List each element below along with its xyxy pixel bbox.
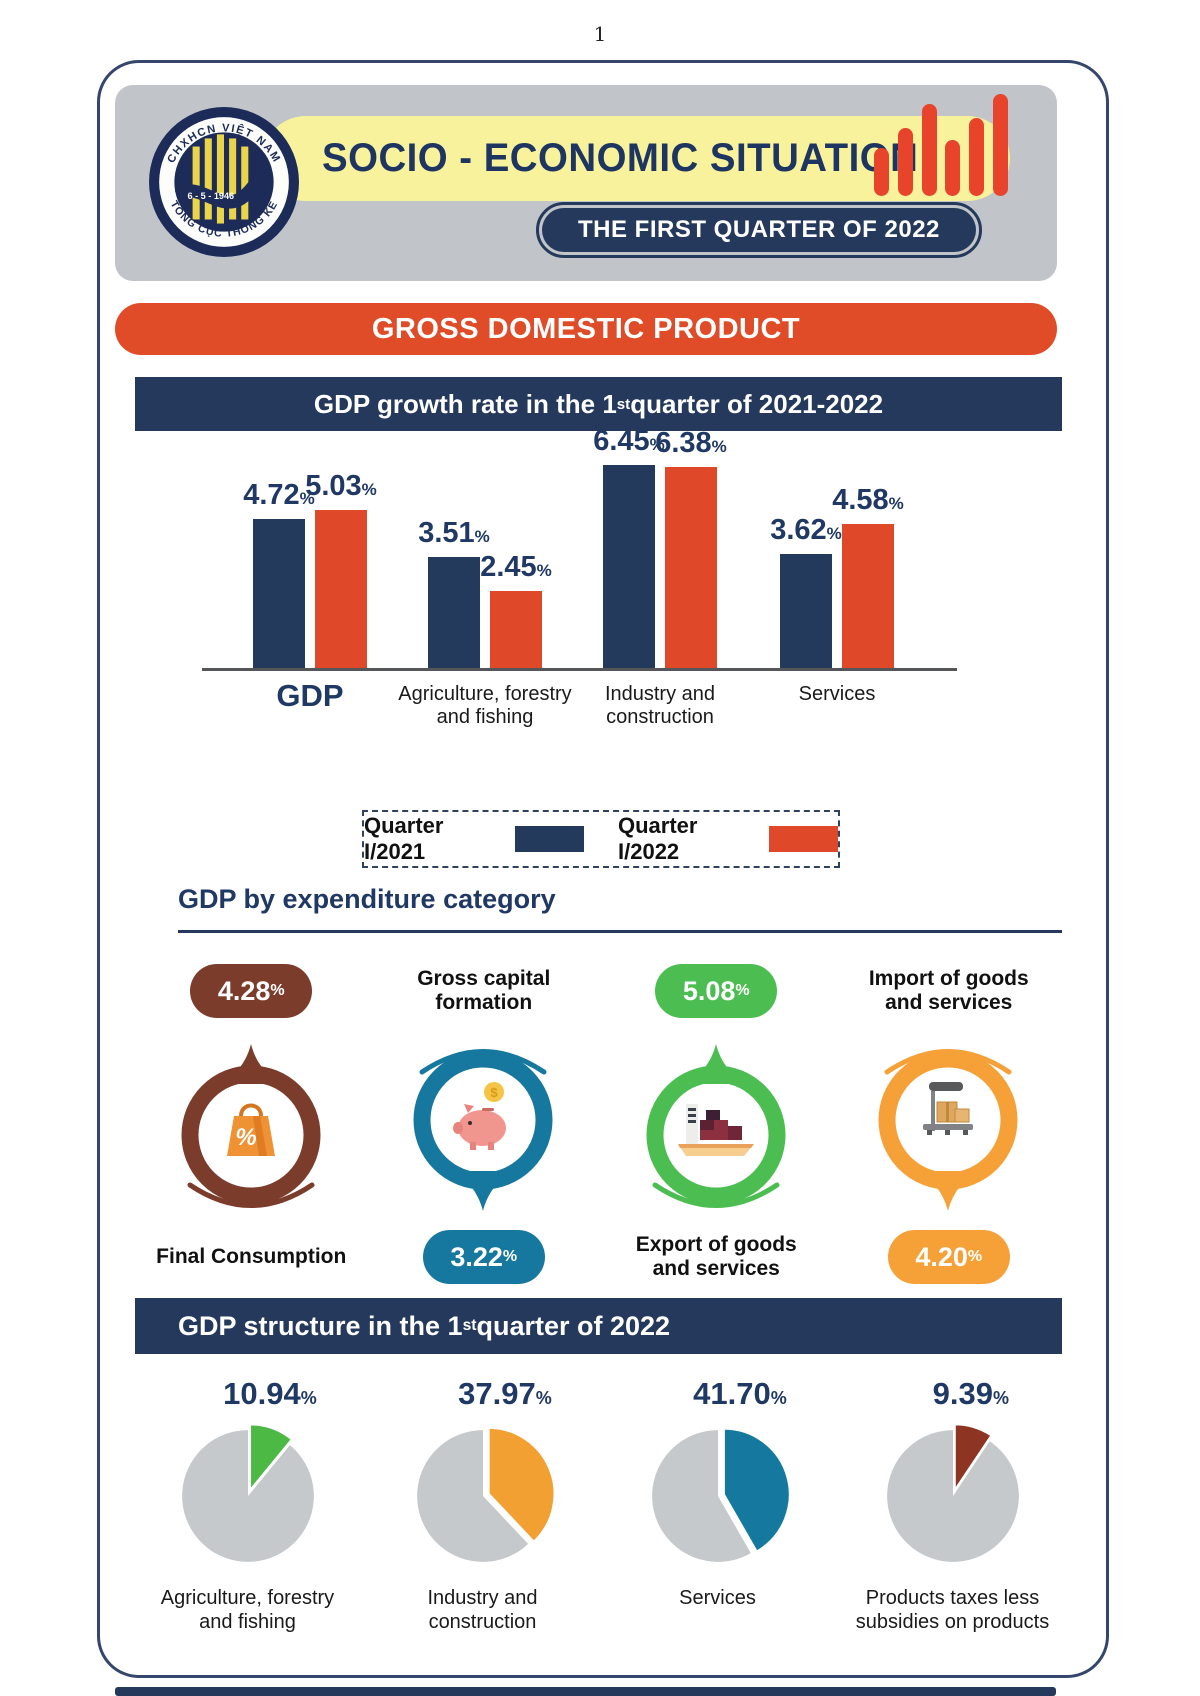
bar-value-label: 3.51%	[418, 517, 490, 550]
expenditure-item-import: Import of goods and services	[833, 952, 1066, 1289]
structure-pie-row: 10.94% Agriculture, forestry and fishing …	[130, 1372, 1070, 1634]
bar-value-label: 4.72%	[243, 479, 315, 512]
pie-services: 41.70% Services	[600, 1372, 835, 1634]
gso-logo: 6 - 5 - 1946 CHXHCN VIỆT NAM TỔNG CỤC TH…	[149, 107, 299, 257]
bar-q1-2021	[428, 557, 480, 668]
value-pill: 3.22%	[422, 1230, 545, 1284]
cargo-ship-icon	[677, 1104, 754, 1156]
bar-q1-2022	[842, 523, 894, 668]
pie-value-label: 41.70%	[693, 1376, 787, 1411]
pie-product-taxes: 9.39% Products taxes less subsidies on pr…	[835, 1372, 1070, 1634]
legend-label: Quarter I/2021	[364, 813, 444, 864]
category-label: Services	[798, 683, 876, 705]
bar-value-label: 6.45%	[593, 424, 665, 457]
legend-swatch-2021	[514, 826, 584, 852]
bar-q1-2021	[253, 519, 305, 668]
teardrop-ring: %	[181, 1044, 321, 1208]
category-label: Industry and construction	[604, 683, 716, 728]
subtitle-pill: THE FIRST QUARTER OF 2022	[536, 202, 982, 258]
bar-q1-2022	[490, 590, 542, 668]
svg-text:%: %	[235, 1124, 256, 1151]
bar-group-industry: 6.45% 6.38% Industry and construction	[572, 425, 748, 729]
pie-value-label: 9.39%	[932, 1376, 1010, 1411]
pie-value-label: 37.97%	[458, 1376, 552, 1411]
teardrop-ring	[646, 1044, 786, 1208]
expenditure-item-final-consumption: 4.28% % Final Consumption	[135, 952, 368, 1289]
legend-box: Quarter I/2021 Quarter I/2022	[362, 810, 840, 868]
bar-group-services: 3.62% 4.58% Services	[749, 458, 925, 706]
pie-industry: 37.97% Industry and construction	[365, 1372, 600, 1634]
bar-value-label: 6.38%	[655, 427, 727, 460]
logo-date: 6 - 5 - 1946	[188, 191, 235, 201]
expenditure-heading: GDP by expenditure category	[178, 884, 556, 914]
bar-group-gdp: 4.72% 5.03% GDP	[222, 458, 398, 714]
page-number: 1	[593, 22, 607, 46]
bar-chart-icon	[874, 92, 1008, 196]
logo-columns	[174, 134, 274, 224]
expenditure-label: Export of goods and services	[635, 1233, 797, 1280]
bar-q1-2021	[603, 464, 655, 668]
growth-bar-chart: 4.72% 5.03% GDP 3.51% 2.45%	[190, 425, 970, 760]
pie-chart	[181, 1423, 314, 1562]
bar-value-label: 2.45%	[480, 550, 552, 583]
bar-value-label: 5.03%	[305, 469, 377, 502]
pie-label: Industry and construction	[427, 1587, 538, 1633]
subtitle-text: THE FIRST QUARTER OF 2022	[542, 208, 976, 252]
expenditure-item-gross-capital: Gross capital formation $	[368, 952, 601, 1289]
teardrop-ring: $	[413, 1049, 553, 1211]
expenditure-label: Import of goods and services	[868, 967, 1029, 1014]
legend-item-2022: Quarter I/2022	[618, 813, 838, 865]
expenditure-item-export: 5.08%	[600, 952, 833, 1289]
expenditure-label: Final Consumption	[156, 1245, 347, 1269]
pie-value-label: 10.94%	[223, 1376, 317, 1411]
shopping-bag-icon: %	[226, 1103, 275, 1156]
bar-q1-2022	[665, 467, 717, 668]
pie-chart	[651, 1427, 791, 1562]
infographic-card	[97, 60, 1109, 1678]
category-label: Agriculture, forestry and fishing	[398, 683, 572, 728]
pie-label: Services	[679, 1587, 756, 1609]
bar-q1-2022	[315, 509, 367, 668]
pie-agriculture: 10.94% Agriculture, forestry and fishing	[130, 1372, 365, 1634]
legend-item-2021: Quarter I/2021	[364, 813, 584, 865]
section-banner-gdp: GROSS DOMESTIC PRODUCT	[115, 303, 1057, 355]
x-axis-line	[202, 668, 957, 671]
teardrop-ring	[878, 1049, 1018, 1211]
weighing-scale-icon	[923, 1082, 974, 1135]
expenditure-underline	[178, 930, 1062, 933]
main-title: SOCIO - ECONOMIC SITUATION	[322, 136, 919, 180]
category-label: GDP	[276, 678, 344, 713]
bar-q1-2021	[780, 553, 832, 668]
pie-chart	[416, 1426, 556, 1562]
legend-label: Quarter I/2022	[618, 813, 698, 864]
pie-label: Products taxes less subsidies on products	[855, 1587, 1050, 1633]
bar-value-label: 4.58%	[832, 483, 904, 516]
pie-label: Agriculture, forestry and fishing	[160, 1587, 335, 1633]
value-pill: 4.20%	[887, 1230, 1010, 1284]
piggy-bank-icon: $	[453, 1082, 507, 1150]
bar-group-agriculture: 3.51% 2.45% Agriculture, forestry and fis…	[397, 458, 573, 729]
next-section-banner-edge	[115, 1687, 1056, 1696]
expenditure-label: Gross capital formation	[417, 967, 551, 1014]
value-pill: 4.28%	[190, 964, 313, 1018]
svg-text:$: $	[491, 1085, 499, 1100]
expenditure-row: 4.28% % Final Consumption Gro	[135, 952, 1065, 1289]
pie-chart	[886, 1423, 1019, 1562]
bar-value-label: 3.62%	[770, 513, 842, 546]
legend-swatch-2022	[768, 826, 838, 852]
value-pill: 5.08%	[655, 964, 778, 1018]
